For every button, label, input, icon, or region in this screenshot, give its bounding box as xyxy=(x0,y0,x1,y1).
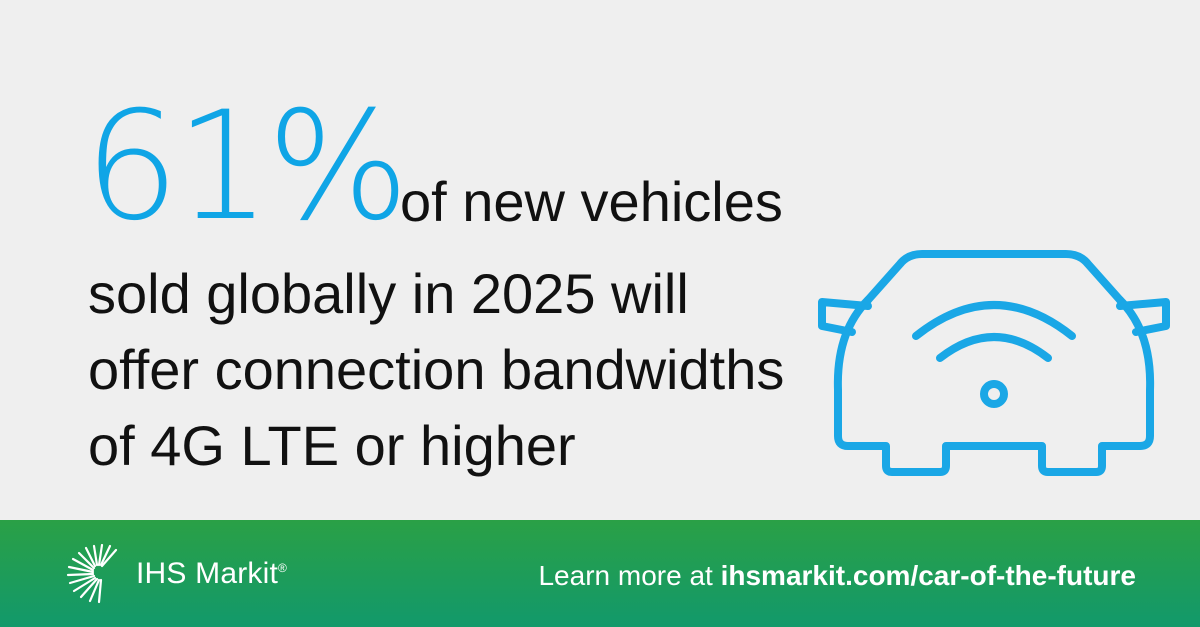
footer-bar: IHS Markit® Learn more at ihsmarkit.com/… xyxy=(0,520,1200,627)
headline-line-2: sold globally in 2025 will xyxy=(88,262,689,325)
ihs-markit-logo xyxy=(66,544,118,604)
headline-line-4: of 4G LTE or higher xyxy=(88,414,576,477)
learn-more-text: Learn more at ihsmarkit.com/car-of-the-f… xyxy=(538,560,1136,592)
learn-more-prefix: Learn more at xyxy=(538,560,721,591)
hero-panel: 61% of new vehicles sold globally in 202… xyxy=(84,80,1170,484)
brand[interactable]: IHS Markit® xyxy=(64,544,288,604)
headline-line-1: of new vehicles xyxy=(400,170,783,233)
trademark-symbol: ® xyxy=(278,561,288,575)
headline-body: sold globally in 2025 will offer connect… xyxy=(88,256,784,484)
headline-line-3: offer connection bandwidths xyxy=(88,338,785,401)
headline-stat: 61% xyxy=(84,80,409,254)
learn-more-link[interactable]: ihsmarkit.com/car-of-the-future xyxy=(720,560,1136,591)
brand-name: IHS Markit® xyxy=(136,557,288,590)
connected-car-icon xyxy=(818,250,1170,476)
